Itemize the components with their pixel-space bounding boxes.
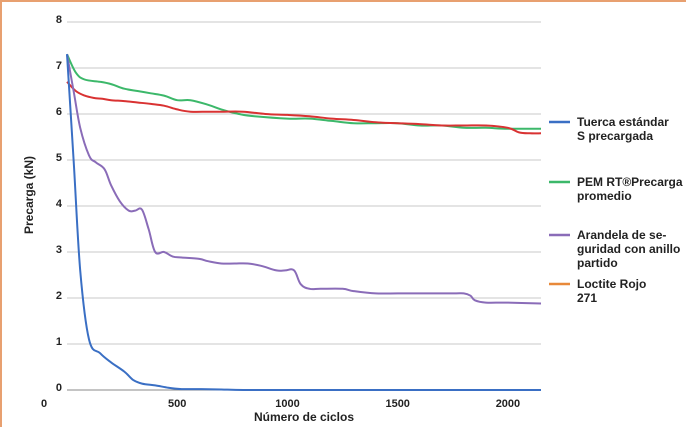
series-lines bbox=[66, 53, 542, 392]
series-line-2 bbox=[66, 54, 542, 305]
y-tick-1: 1 bbox=[56, 336, 62, 348]
y-tick-6: 6 bbox=[56, 106, 62, 118]
x-tick-2: 1000 bbox=[275, 398, 299, 410]
y-axis-label: Precarga (kN) bbox=[22, 156, 36, 234]
series-line-3 bbox=[66, 81, 542, 135]
legend-label-2: Arandela de se- bbox=[577, 228, 666, 242]
y-tick-3: 3 bbox=[56, 244, 62, 256]
grid-lines bbox=[67, 21, 541, 391]
x-axis-label: Número de ciclos bbox=[254, 410, 354, 424]
x-tick-0: 0 bbox=[41, 398, 47, 410]
x-tick-4: 2000 bbox=[496, 398, 520, 410]
series-line-0 bbox=[66, 54, 541, 392]
legend-label-1: promedio bbox=[577, 189, 632, 203]
y-tick-7: 7 bbox=[56, 60, 62, 72]
y-tick-2: 2 bbox=[56, 290, 62, 302]
legend-label-3: 271 bbox=[577, 291, 597, 305]
x-tick-1: 500 bbox=[168, 398, 186, 410]
legend-label-1: PEM RT®Precarga bbox=[577, 175, 683, 189]
legend-label-0: S precargada bbox=[577, 129, 653, 143]
y-tick-0: 0 bbox=[56, 382, 62, 394]
y-tick-8: 8 bbox=[56, 14, 62, 26]
x-tick-3: 1500 bbox=[385, 398, 409, 410]
legend-label-2: partido bbox=[577, 256, 618, 270]
legend-label-0: Tuerca estándar bbox=[577, 115, 669, 129]
y-tick-5: 5 bbox=[56, 152, 62, 164]
x-tick-labels: 0 500 1000 1500 2000 bbox=[41, 398, 520, 410]
legend-label-3: Loctite Rojo bbox=[577, 277, 646, 291]
y-tick-4: 4 bbox=[56, 198, 63, 210]
legend-label-2: guridad con anillo bbox=[577, 242, 680, 256]
y-tick-labels: 0 1 2 3 4 5 6 7 8 bbox=[56, 14, 63, 394]
series-line-1 bbox=[66, 53, 542, 130]
